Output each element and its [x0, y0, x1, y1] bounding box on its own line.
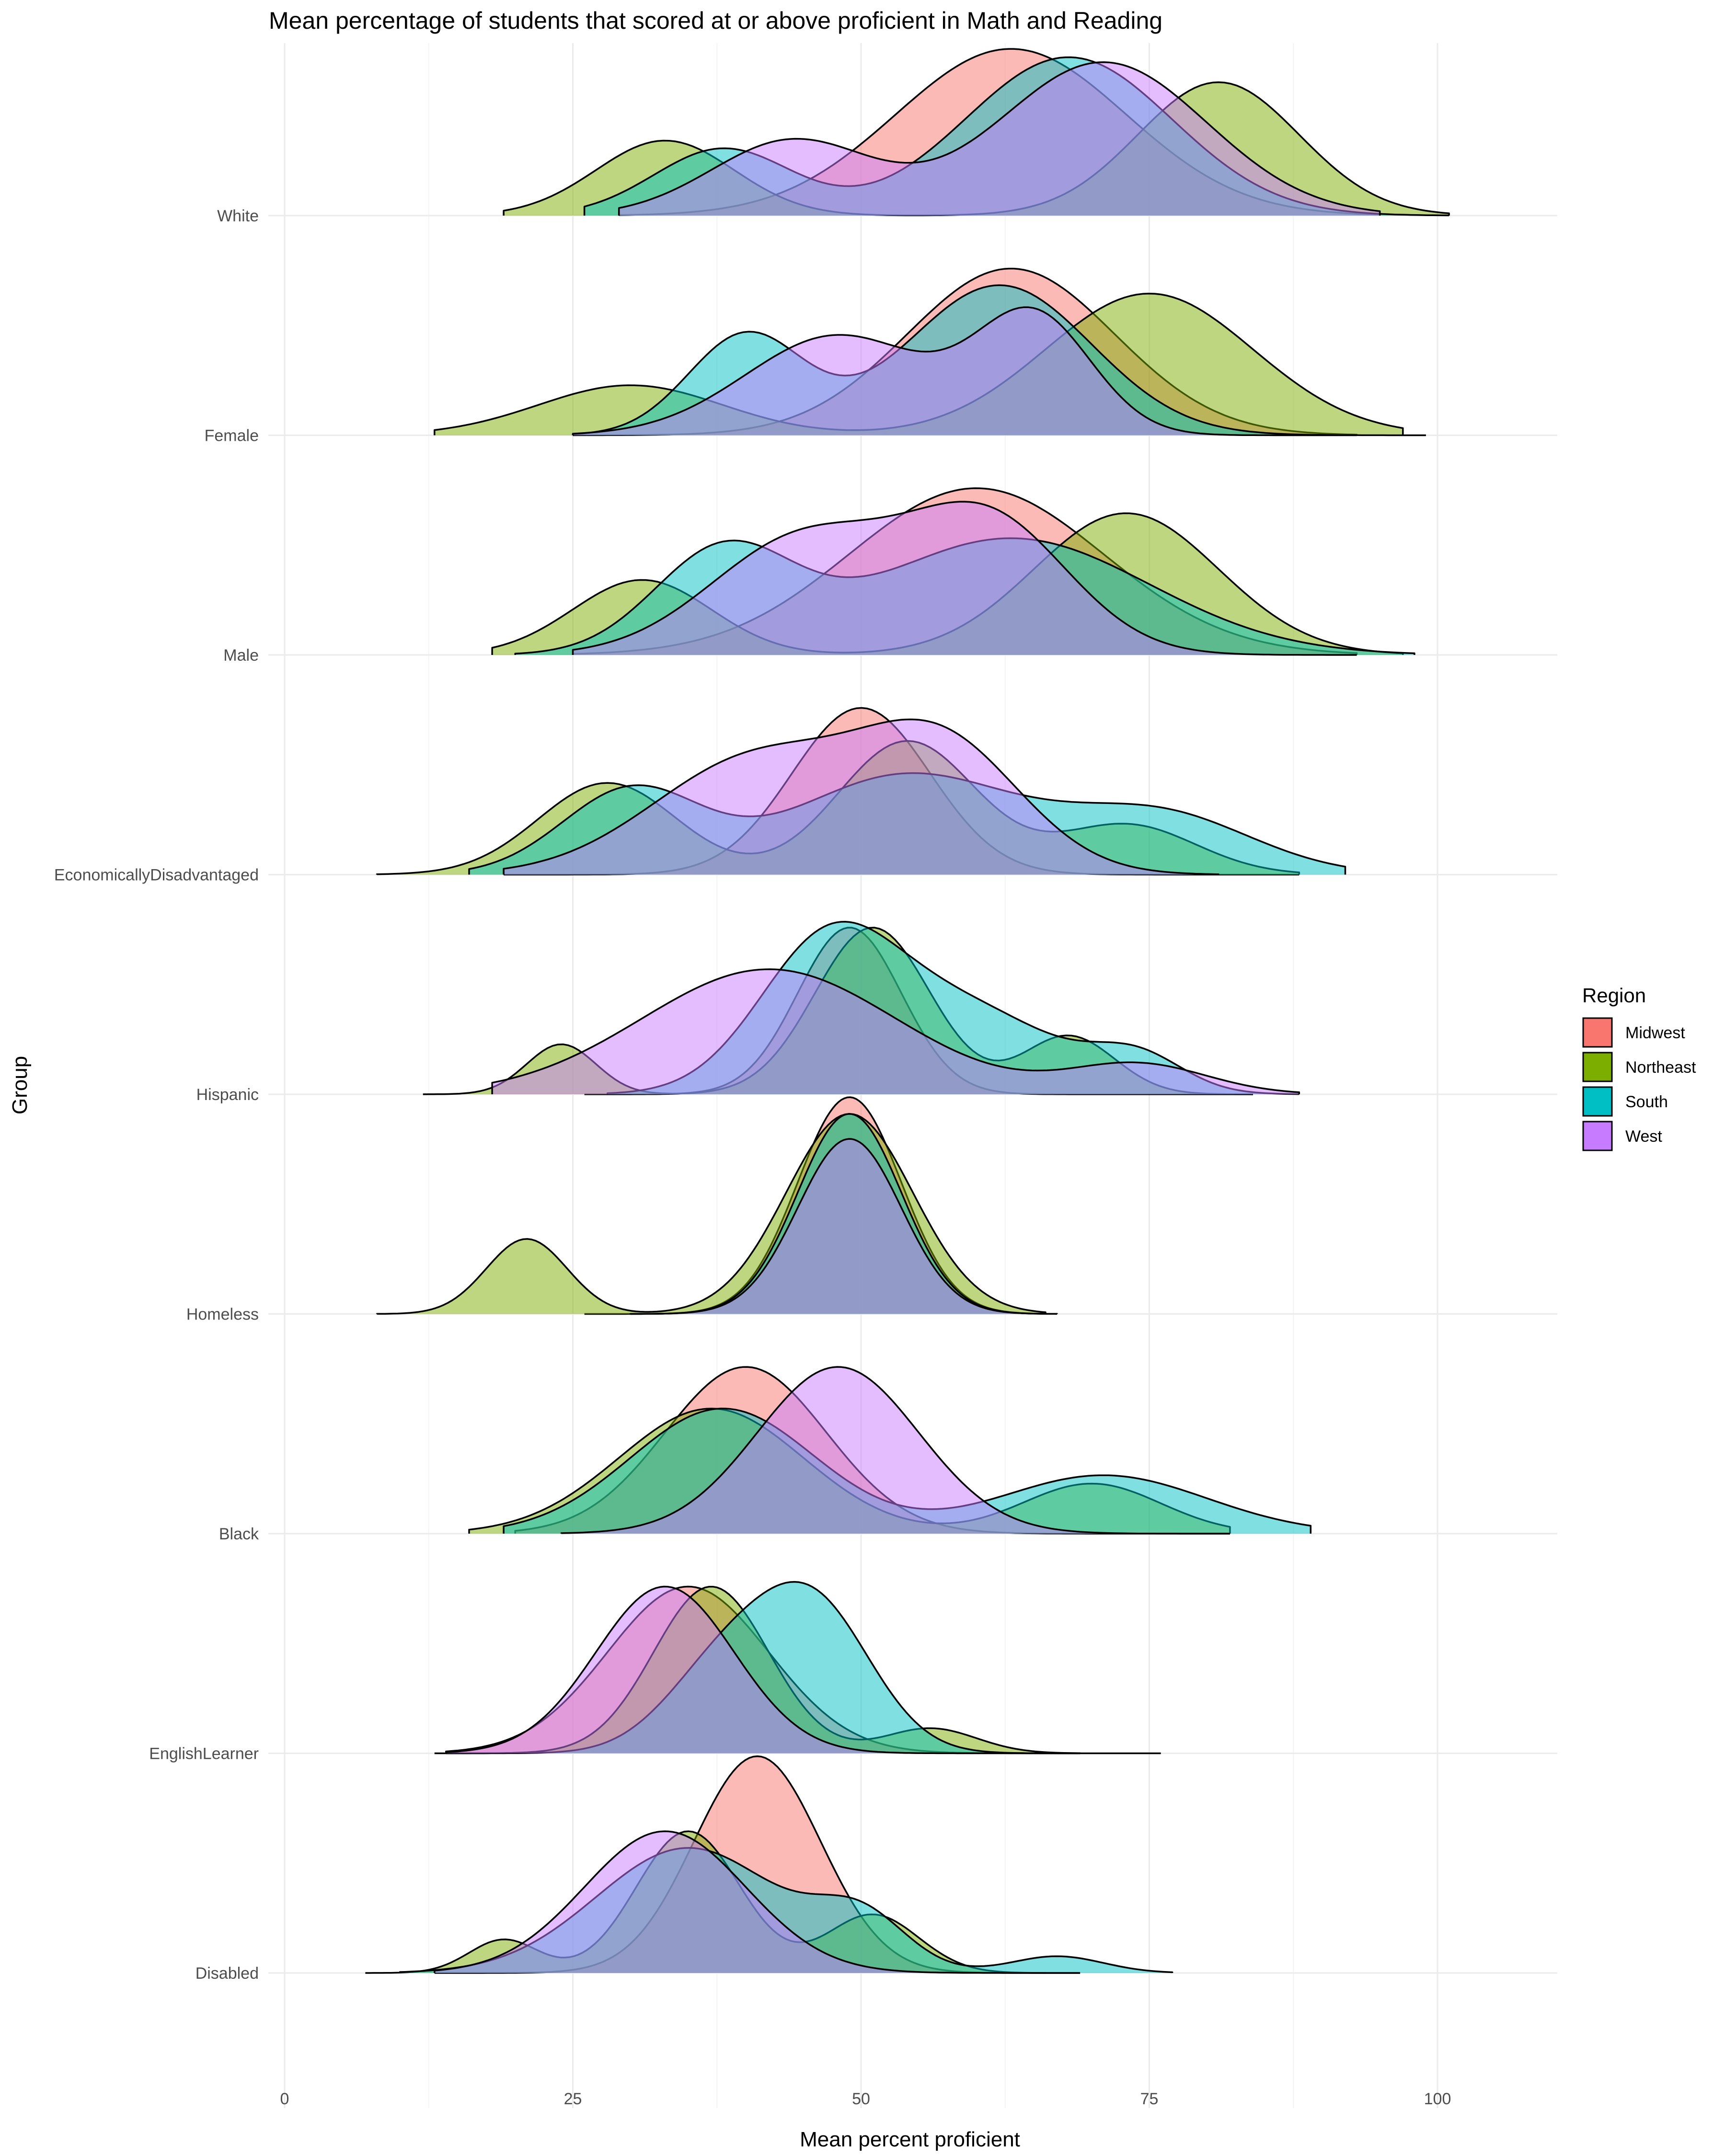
- legend-label-South: South: [1625, 1093, 1668, 1111]
- y-tick-label-Black: Black: [219, 1525, 259, 1543]
- density-White-West: [618, 61, 1381, 216]
- density-Hispanic-West: [491, 968, 1300, 1094]
- y-tick-label-Homeless: Homeless: [186, 1306, 259, 1324]
- ridge-group-Homeless: [376, 1096, 1058, 1315]
- x-tick-label-100: 100: [1424, 2090, 1451, 2108]
- legend-swatch-Midwest: [1582, 1017, 1613, 1048]
- ridge-group-Disabled: [365, 1755, 1173, 1974]
- y-tick-label-Hispanic: Hispanic: [196, 1086, 259, 1104]
- legend: Region Midwest Northeast South West: [1582, 984, 1696, 1151]
- ridge-group-EconomicallyDisadvantaged: [376, 707, 1346, 876]
- density-ridges: [365, 48, 1450, 1974]
- legend-swatch-Northeast: [1582, 1052, 1613, 1082]
- x-tick-label-25: 25: [564, 2090, 582, 2108]
- legend-label-Midwest: Midwest: [1625, 1024, 1685, 1042]
- x-axis-ticks: 0 25 50 75 100: [280, 2090, 1451, 2108]
- y-tick-label-Disabled: Disabled: [196, 1964, 259, 1983]
- chart-title: Mean percentage of students that scored …: [269, 7, 1162, 34]
- density-Disabled-West: [434, 1830, 1081, 1974]
- ridge-group-Female: [434, 267, 1426, 436]
- legend-label-West: West: [1625, 1127, 1662, 1146]
- y-axis-ticks: White Female Male EconomicallyDisadvantaged…: [54, 207, 259, 1983]
- y-axis-title: Group: [8, 1056, 32, 1114]
- legend-title: Region: [1582, 984, 1646, 1007]
- ridge-group-Black: [468, 1366, 1312, 1535]
- density-Black-West: [560, 1366, 1230, 1535]
- x-tick-label-75: 75: [1140, 2090, 1159, 2108]
- ridge-group-EnglishLearner: [434, 1581, 1161, 1755]
- y-tick-label-White: White: [217, 207, 259, 225]
- x-axis-title: Mean percent proficient: [800, 2128, 1020, 2151]
- ridge-group-White: [503, 48, 1450, 217]
- x-tick-label-50: 50: [852, 2090, 870, 2108]
- density-Female-West: [572, 306, 1357, 436]
- legend-swatch-South: [1582, 1086, 1613, 1117]
- ridge-group-Hispanic: [423, 921, 1300, 1095]
- x-tick-label-0: 0: [280, 2090, 289, 2108]
- density-Homeless-West: [630, 1138, 1058, 1315]
- density-EconomicallyDisadvantaged-West: [503, 718, 1219, 875]
- y-tick-label-Female: Female: [205, 427, 259, 445]
- legend-swatch-West: [1582, 1121, 1613, 1151]
- y-tick-label-EconomicallyDisadvantaged: EconomicallyDisadvantaged: [54, 866, 259, 884]
- y-tick-label-Male: Male: [223, 646, 259, 665]
- legend-label-Northeast: Northeast: [1625, 1058, 1696, 1077]
- density-EnglishLearner-West: [445, 1585, 1081, 1755]
- ridge-group-Male: [491, 487, 1415, 656]
- y-tick-label-EnglishLearner: EnglishLearner: [149, 1745, 259, 1763]
- density-Male-West: [572, 501, 1357, 656]
